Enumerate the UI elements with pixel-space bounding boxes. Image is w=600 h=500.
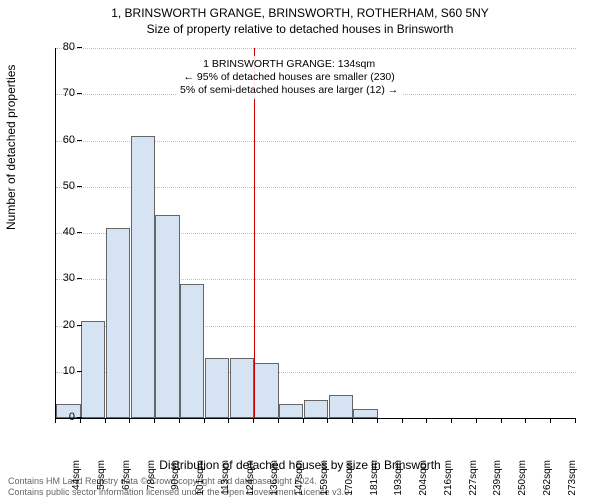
histogram-bar: [131, 136, 155, 418]
plot-area: 1 BRINSWORTH GRANGE: 134sqm← 95% of deta…: [55, 48, 576, 419]
y-axis-label: Number of detached properties: [4, 65, 18, 230]
y-tick: 40: [45, 226, 75, 238]
x-tick: 181sqm: [369, 460, 380, 496]
x-tick-mark: [278, 418, 279, 423]
chart-container: 1, BRINSWORTH GRANGE, BRINSWORTH, ROTHER…: [0, 0, 600, 500]
x-tick-mark: [402, 418, 403, 423]
y-tick: 80: [45, 41, 75, 53]
x-tick-mark: [352, 418, 353, 423]
x-tick-mark: [327, 418, 328, 423]
x-tick-mark: [476, 418, 477, 423]
histogram-bar: [81, 321, 105, 418]
x-tick-mark: [575, 418, 576, 423]
x-tick: 44sqm: [71, 460, 82, 490]
x-tick-mark: [525, 418, 526, 423]
histogram-bar: [254, 363, 278, 419]
x-tick: 78sqm: [146, 460, 157, 490]
x-tick: 204sqm: [418, 460, 429, 496]
x-tick: 170sqm: [344, 460, 355, 496]
x-tick-mark: [451, 418, 452, 423]
x-tick-mark: [179, 418, 180, 423]
histogram-bar: [106, 228, 130, 418]
x-tick-mark: [105, 418, 106, 423]
x-tick: 90sqm: [170, 460, 181, 490]
histogram-bar: [279, 404, 303, 418]
annotation-line3: 5% of semi-detached houses are larger (1…: [180, 84, 398, 97]
x-tick: 159sqm: [319, 460, 330, 496]
x-tick: 67sqm: [121, 460, 132, 490]
annotation-line2: ← 95% of detached houses are smaller (23…: [180, 71, 398, 84]
grid-line: [56, 48, 576, 49]
x-tick: 262sqm: [542, 460, 553, 496]
x-tick-mark: [129, 418, 130, 423]
x-tick: 227sqm: [468, 460, 479, 496]
x-tick-mark: [204, 418, 205, 423]
x-tick-mark: [303, 418, 304, 423]
reference-line: [254, 48, 255, 418]
x-tick: 239sqm: [492, 460, 503, 496]
x-tick: 193sqm: [393, 460, 404, 496]
x-tick: 113sqm: [220, 460, 231, 495]
histogram-bar: [205, 358, 229, 418]
x-tick-mark: [154, 418, 155, 423]
y-tick: 10: [45, 365, 75, 377]
x-tick-mark: [550, 418, 551, 423]
x-tick-mark: [253, 418, 254, 423]
y-tick: 70: [45, 87, 75, 99]
x-tick: 216sqm: [443, 460, 454, 496]
y-tick: 20: [45, 319, 75, 331]
histogram-bar: [230, 358, 254, 418]
histogram-bar: [304, 400, 328, 419]
x-tick-mark: [55, 418, 56, 423]
y-tick: 30: [45, 272, 75, 284]
x-tick: 273sqm: [567, 460, 578, 496]
x-tick: 101sqm: [195, 460, 206, 496]
y-tick: 0: [45, 411, 75, 423]
x-tick: 55sqm: [96, 460, 107, 490]
x-tick-mark: [377, 418, 378, 423]
x-tick: 147sqm: [294, 460, 305, 496]
chart-subtitle: Size of property relative to detached ho…: [0, 20, 600, 36]
annotation-line1: 1 BRINSWORTH GRANGE: 134sqm: [180, 58, 398, 71]
x-tick-mark: [228, 418, 229, 423]
y-tick: 50: [45, 180, 75, 192]
x-tick: 124sqm: [245, 460, 256, 496]
x-tick: 250sqm: [517, 460, 528, 496]
chart-title: 1, BRINSWORTH GRANGE, BRINSWORTH, ROTHER…: [0, 0, 600, 20]
histogram-bar: [155, 215, 179, 419]
annotation-box: 1 BRINSWORTH GRANGE: 134sqm← 95% of deta…: [176, 56, 402, 99]
y-tick: 60: [45, 134, 75, 146]
x-tick-mark: [426, 418, 427, 423]
histogram-bar: [329, 395, 353, 418]
x-tick: 136sqm: [269, 460, 280, 496]
histogram-bar: [180, 284, 204, 418]
x-tick-mark: [501, 418, 502, 423]
x-tick-mark: [80, 418, 81, 423]
histogram-bar: [353, 409, 377, 418]
